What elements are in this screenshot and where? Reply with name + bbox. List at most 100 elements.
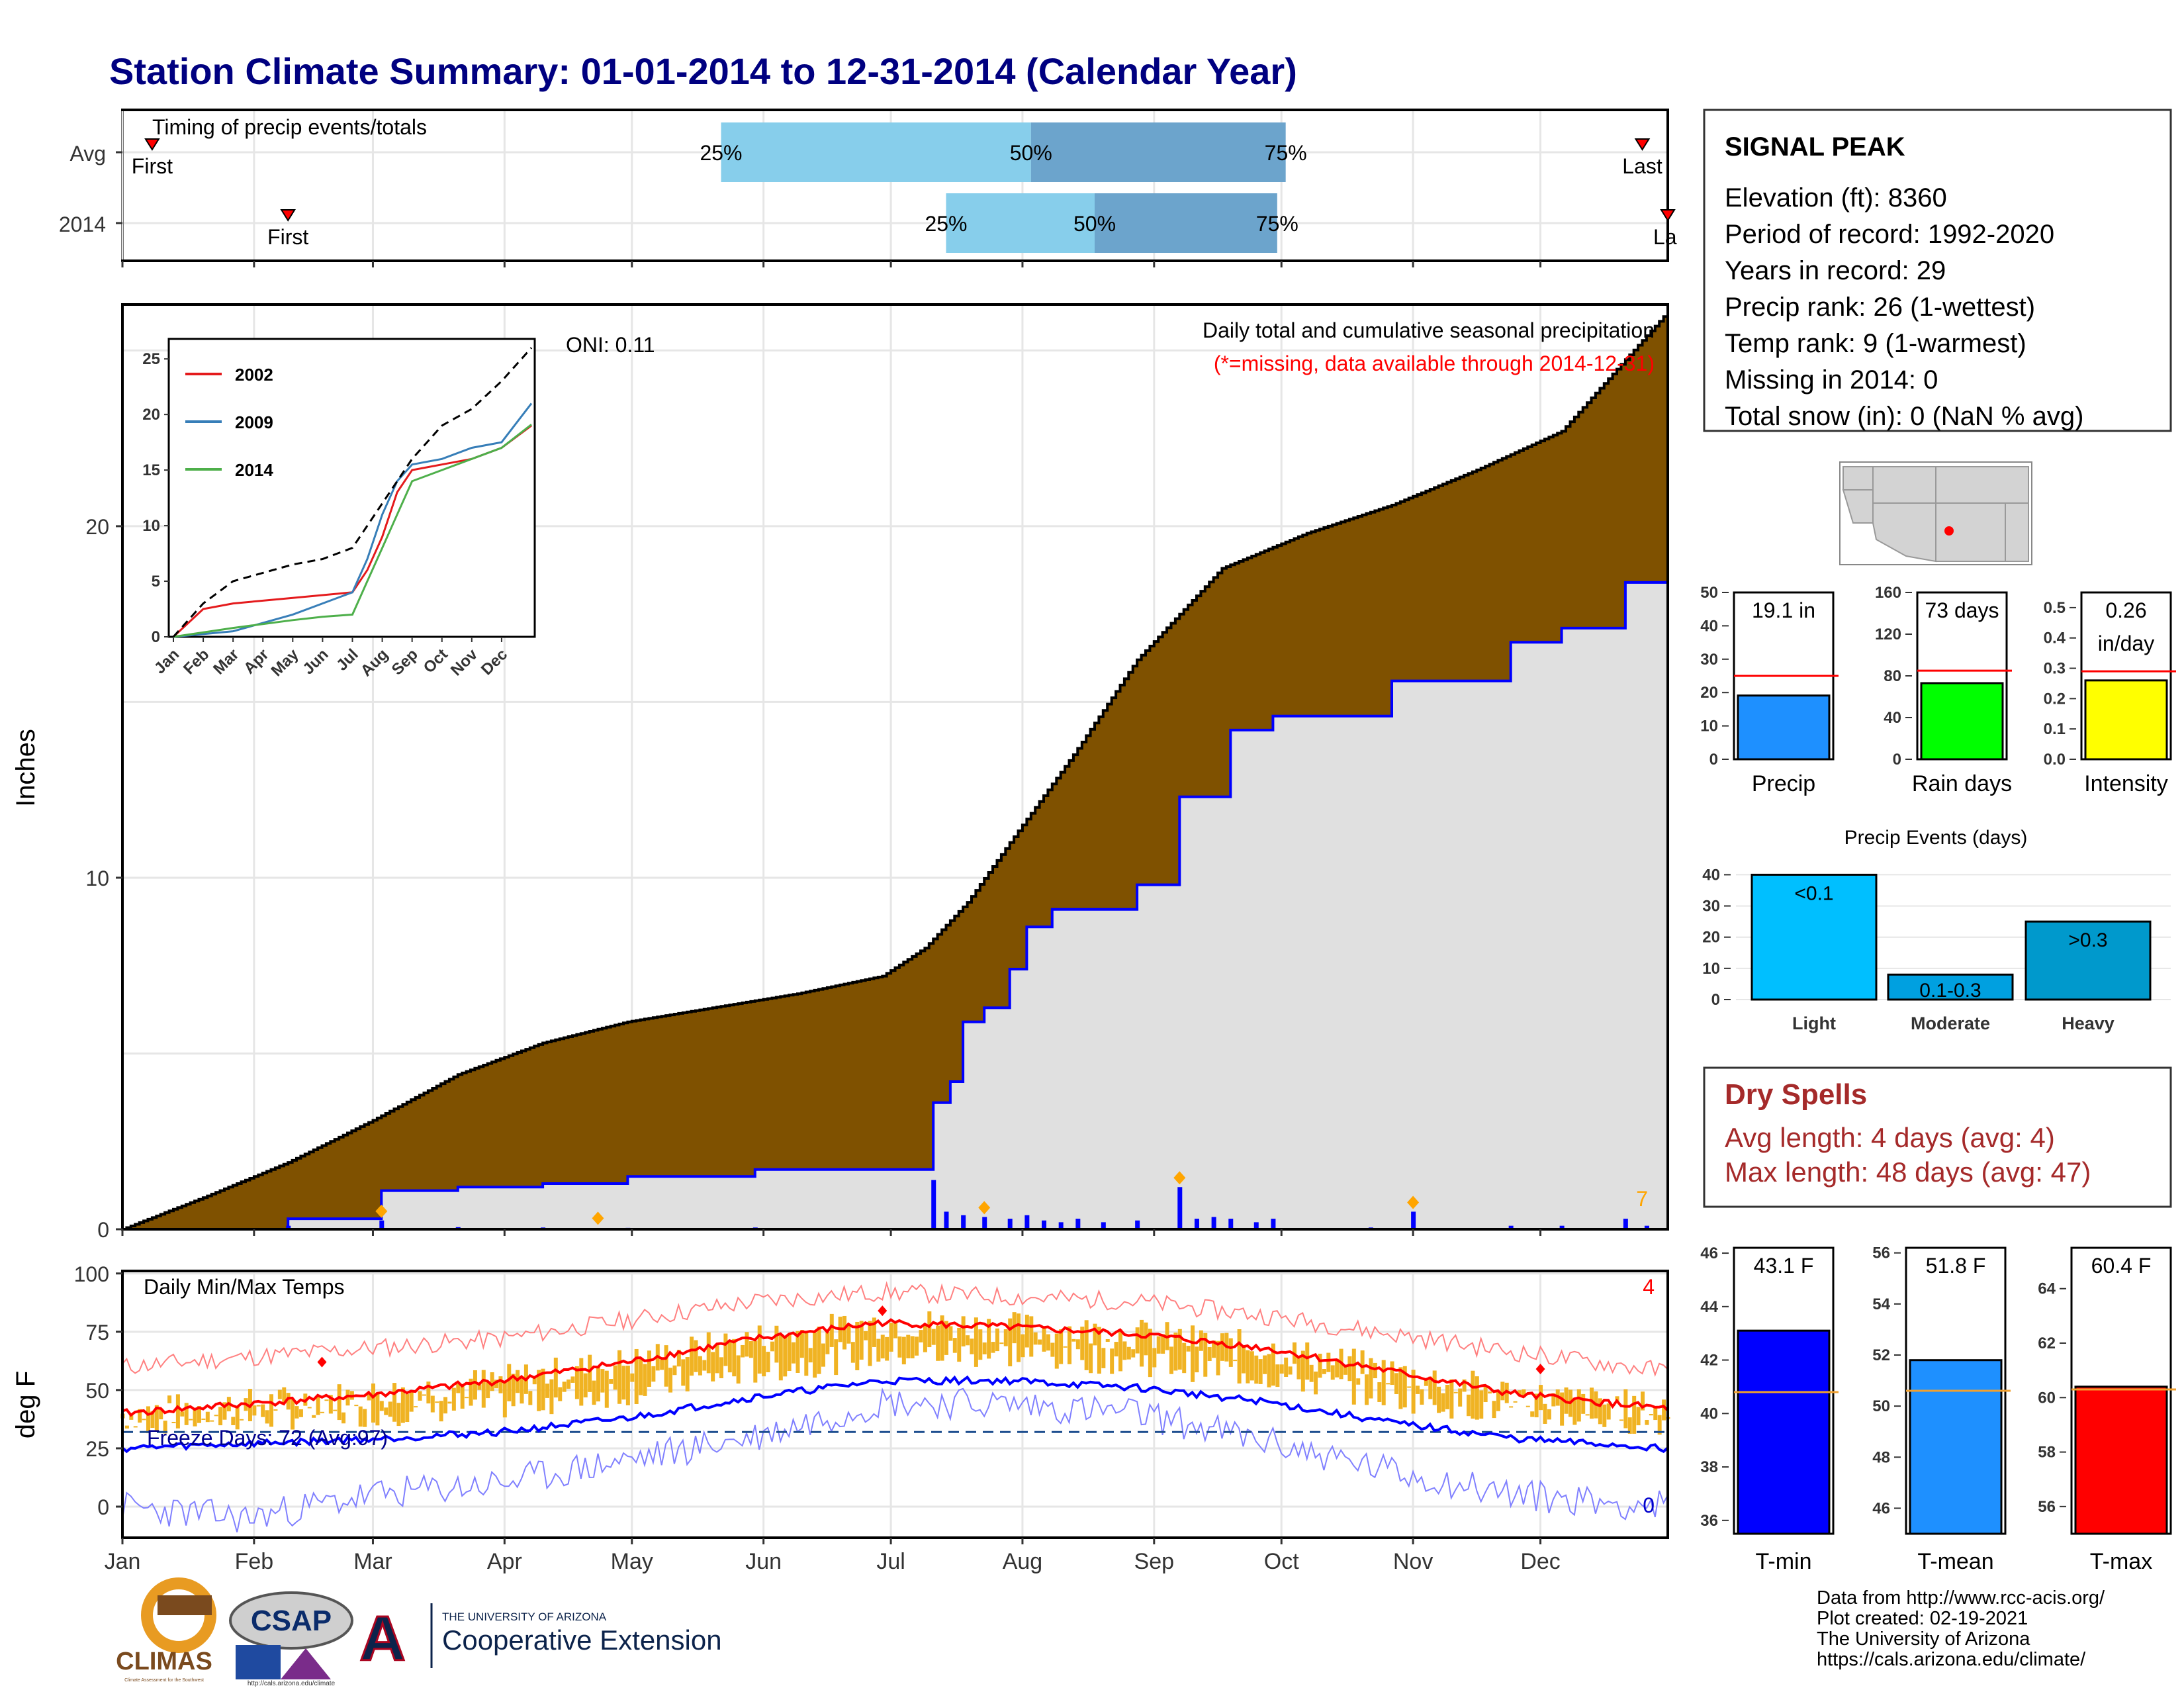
daily-temp-bar: [1144, 1322, 1148, 1356]
inset-y-tick-label: 20: [142, 406, 160, 424]
daily-temp-bar: [354, 1405, 359, 1407]
daily-temp-bar: [1322, 1369, 1326, 1374]
daily-temp-bar: [371, 1383, 375, 1423]
quartile-bar-50-75: [1094, 193, 1277, 253]
daily-temp-bar: [804, 1332, 809, 1376]
precip-event-marker: [1407, 1196, 1420, 1209]
daily-temp-bar: [1496, 1390, 1500, 1411]
y-tick-label: 48: [1872, 1448, 1890, 1466]
daily-temp-bar: [792, 1342, 796, 1364]
daily-temp-bar: [256, 1405, 261, 1407]
daily-temp-bar: [1551, 1393, 1556, 1407]
temp-panel-frame: [121, 1270, 1669, 1539]
daily-temp-bar: [982, 1342, 987, 1354]
timing-row-label-2014: 2014: [59, 212, 106, 236]
daily-temp-bar: [277, 1389, 282, 1399]
precip-title: Daily total and cumulative seasonal prec…: [1203, 318, 1655, 342]
daily-temp-bar: [617, 1350, 622, 1404]
daily-temp-bar: [469, 1378, 473, 1406]
daily-temp-bar: [363, 1409, 367, 1427]
bar-category-label: T-min: [1756, 1549, 1812, 1574]
daily-temp-bar: [1445, 1384, 1449, 1409]
daily-precip-bar: [1411, 1211, 1416, 1229]
daily-temp-bar: [167, 1395, 172, 1403]
ua-line1: THE UNIVERSITY OF ARIZONA: [442, 1611, 607, 1623]
daily-temp-bar: [1059, 1329, 1064, 1364]
dry-spells-frame: [1703, 1066, 2172, 1208]
event-bar-label: >0.3: [2068, 929, 2107, 951]
daily-temp-bar: [604, 1370, 609, 1408]
y-tick-label: 46: [1700, 1244, 1718, 1262]
inset-x-tick-label: Jan: [151, 645, 183, 677]
daily-precip-bar: [1075, 1219, 1081, 1229]
daily-temp-bar: [1360, 1350, 1365, 1374]
y-tick-label: 100: [74, 1262, 109, 1286]
inset-series-line: [173, 402, 533, 638]
daily-temp-bar: [345, 1389, 350, 1406]
y-tick-label: 0.1: [2044, 720, 2066, 738]
daily-temp-bar: [1126, 1346, 1131, 1360]
y-tick-label: 46: [1872, 1499, 1890, 1517]
daily-temp-bar: [1071, 1338, 1076, 1342]
daily-temp-bar: [1250, 1351, 1254, 1381]
station-line: Elevation (ft): 8360: [1725, 183, 1947, 212]
daily-temp-bar: [1068, 1326, 1072, 1364]
daily-temp-bar: [1662, 1399, 1666, 1421]
daily-temp-bar: [978, 1329, 983, 1360]
daily-temp-bar: [1428, 1376, 1433, 1399]
daily-temp-bar: [957, 1327, 962, 1362]
daily-temp-bar: [1649, 1414, 1653, 1416]
daily-temp-bar: [197, 1406, 201, 1423]
daily-temp-bar: [312, 1415, 316, 1418]
daily-temp-bar: [787, 1335, 792, 1372]
daily-temp-bar: [592, 1380, 596, 1405]
daily-temp-bar: [698, 1356, 702, 1376]
daily-temp-bar: [1135, 1327, 1140, 1354]
daily-temp-bar: [1585, 1414, 1590, 1416]
daily-temp-bar: [991, 1342, 995, 1353]
temp-count-lo: 0: [1643, 1493, 1655, 1517]
daily-temp-bar: [439, 1401, 443, 1422]
daily-temp-bar: [609, 1379, 614, 1384]
daily-temp-bar: [1572, 1397, 1577, 1425]
daily-temp-bar: [757, 1325, 762, 1374]
daily-temp-bar: [1356, 1378, 1361, 1385]
daily-temp-bar: [367, 1393, 371, 1401]
y-tick-label: 0.4: [2044, 630, 2066, 647]
daily-temp-bar: [1623, 1389, 1628, 1429]
precip-event-marker: [592, 1211, 604, 1225]
y-tick-label: 50: [1872, 1397, 1890, 1415]
first-event-label: First: [132, 154, 173, 178]
daily-temp-bar: [1029, 1316, 1034, 1357]
daily-temp-bar: [210, 1420, 214, 1422]
y-tick-label: 0.2: [2044, 690, 2066, 708]
precip-events-title: Precip Events (days): [1844, 827, 2028, 849]
daily-temp-bar: [1483, 1385, 1488, 1403]
daily-temp-bar: [1038, 1339, 1042, 1345]
daily-temp-bar: [240, 1419, 244, 1421]
y-tick-label: 30: [1702, 898, 1720, 915]
daily-temp-bar: [286, 1393, 291, 1410]
inset-x-tick-label: Oct: [420, 645, 451, 677]
daily-temp-bar: [1381, 1360, 1386, 1405]
y-tick-label: 52: [1872, 1346, 1890, 1364]
temp-ylabel: deg F: [11, 1371, 40, 1438]
inset-y-tick-label: 25: [142, 350, 160, 368]
daily-temp-bar: [1343, 1366, 1347, 1375]
daily-temp-bar: [447, 1401, 452, 1404]
month-tick-label: Jul: [876, 1549, 905, 1574]
daily-temp-bar: [1627, 1417, 1632, 1434]
inset-legend: 2002 2009 2014: [185, 365, 273, 480]
y-tick-label: 20: [1702, 929, 1720, 947]
y-tick-label: 50: [85, 1379, 109, 1403]
daily-temp-bar: [291, 1399, 295, 1430]
daily-temp-bar: [218, 1407, 223, 1426]
first-event-label: First: [267, 225, 308, 249]
daily-temp-bar: [766, 1352, 770, 1373]
record-marker: [317, 1356, 327, 1368]
avg-cumulative-line: [122, 312, 1669, 1231]
daily-temp-bar: [817, 1327, 821, 1374]
daily-temp-bar: [341, 1412, 346, 1424]
daily-temp-bar: [583, 1373, 588, 1398]
month-tick-label: Mar: [353, 1549, 392, 1574]
